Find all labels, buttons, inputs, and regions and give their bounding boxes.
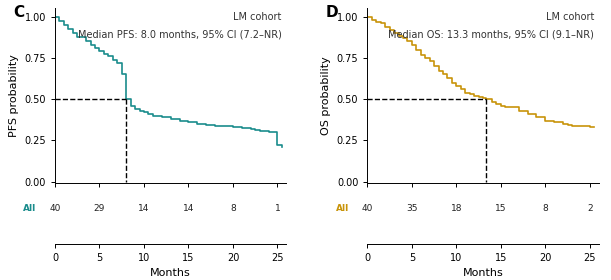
Y-axis label: OS probability: OS probability: [321, 57, 331, 135]
Text: All: All: [23, 204, 37, 213]
Text: 40: 40: [362, 204, 373, 213]
Text: 8: 8: [230, 204, 236, 213]
Text: 15: 15: [495, 204, 507, 213]
Text: 1: 1: [274, 204, 280, 213]
Text: 35: 35: [406, 204, 418, 213]
Text: 2: 2: [587, 204, 593, 213]
Text: D: D: [326, 5, 338, 20]
Text: 18: 18: [451, 204, 462, 213]
X-axis label: Months: Months: [463, 268, 503, 278]
Text: 29: 29: [94, 204, 105, 213]
Text: 8: 8: [543, 204, 548, 213]
Text: 14: 14: [138, 204, 150, 213]
Text: 14: 14: [183, 204, 194, 213]
Text: All: All: [335, 204, 349, 213]
Text: Median PFS: 8.0 months, 95% CI (7.2–NR): Median PFS: 8.0 months, 95% CI (7.2–NR): [78, 29, 282, 39]
Text: 40: 40: [49, 204, 60, 213]
Text: C: C: [13, 5, 24, 20]
Text: LM cohort: LM cohort: [233, 12, 282, 22]
X-axis label: Months: Months: [150, 268, 191, 278]
Text: LM cohort: LM cohort: [546, 12, 594, 22]
Text: Median OS: 13.3 months, 95% CI (9.1–NR): Median OS: 13.3 months, 95% CI (9.1–NR): [388, 29, 594, 39]
Y-axis label: PFS probability: PFS probability: [9, 54, 19, 137]
